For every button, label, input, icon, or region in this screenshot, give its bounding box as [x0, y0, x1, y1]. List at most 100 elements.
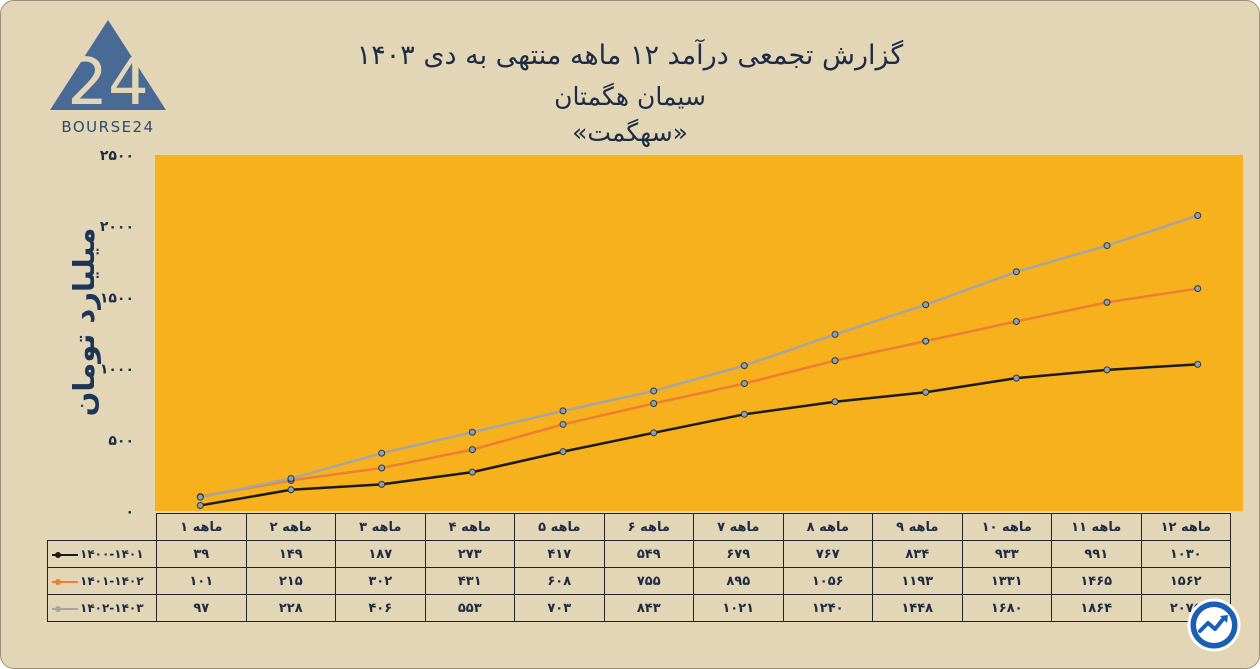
data-table: ۱ ماهه ۲ ماهه ۳ ماهه ۴ ماهه ۵ ماهه ۶ ماهه ۷ ما… [47, 513, 1231, 622]
data-label: ۳۹ [156, 540, 247, 568]
data-label: ۸۹۵ [693, 567, 784, 595]
x-tick-label: ۸ ماهه [782, 513, 873, 541]
data-point [196, 493, 204, 501]
series-name: ۱۴۰۰-۱۴۰۱ [80, 547, 144, 561]
legend-entry: ۱۴۰۰-۱۴۰۱ [47, 540, 157, 568]
x-tick-label: ۴ ماهه [424, 513, 515, 541]
table-row: ۱۴۰۰-۱۴۰۱ ۳۹ ۱۴۹ ۱۸۷ ۲۷۳ ۴۱۷ ۵۴۹ ۶۷۹ ۷۶۷ ۸۳۴ ۹۳۳ ۹۹… [47, 540, 1231, 568]
data-label: ۱۸۶۴ [1051, 594, 1142, 622]
data-label: ۱۰۳۰ [1140, 540, 1231, 568]
series-line-1 [200, 287, 1198, 498]
data-point [378, 464, 386, 472]
data-label: ۹۹۱ [1051, 540, 1142, 568]
data-point [1194, 285, 1202, 293]
x-tick-label: ۷ ماهه [693, 513, 784, 541]
series-name: ۱۴۰۱-۱۴۰۲ [80, 574, 144, 588]
logo-text: BOURSE24 [61, 118, 155, 136]
x-tick-label: ۹ ماهه [872, 513, 963, 541]
data-point [650, 429, 658, 437]
series-lines [196, 212, 1202, 509]
data-label: ۸۳۴ [872, 540, 963, 568]
data-label: ۶۷۹ [693, 540, 784, 568]
chart-subtitle-company: سیمان هگمتان [554, 82, 706, 111]
data-label: ۱۵۶۲ [1140, 567, 1231, 595]
data-label: ۲۷۳ [424, 540, 515, 568]
data-point [196, 501, 204, 509]
data-point [831, 357, 839, 365]
data-label: ۴۳۱ [424, 567, 515, 595]
data-label: ۱۳۳۱ [961, 567, 1052, 595]
data-label: ۱۰۵۶ [782, 567, 873, 595]
data-label: ۱۸۷ [335, 540, 426, 568]
data-label: ۴۰۶ [335, 594, 426, 622]
data-point [559, 420, 567, 428]
data-point [1012, 317, 1020, 325]
y-axis-ticks: ۰ ۵۰۰ ۱۰۰۰ ۱۵۰۰ ۲۰۰۰ ۲۵۰۰ [100, 148, 134, 520]
legend-key-icon [52, 604, 78, 614]
data-point [1103, 242, 1111, 250]
series-line-2 [200, 214, 1199, 499]
data-label: ۹۳۳ [961, 540, 1052, 568]
data-label: ۱۴۹ [245, 540, 336, 568]
legend-key-icon [52, 577, 78, 587]
data-label: ۸۴۳ [603, 594, 694, 622]
data-point [468, 446, 476, 454]
data-label: ۷۵۵ [603, 567, 694, 595]
data-label: ۵۴۹ [603, 540, 694, 568]
data-point [1194, 360, 1202, 368]
table-row: ۱۴۰۲-۱۴۰۳ ۹۷ ۲۲۸ ۴۰۶ ۵۵۳ ۷۰۳ ۸۴۳ ۱۰۲۱ ۱۲۴۰ ۱۴۴۸ ۱۶… [47, 594, 1231, 622]
data-label: ۲۱۵ [245, 567, 336, 595]
data-label: ۱۰۲۱ [693, 594, 784, 622]
x-tick-label: ۵ ماهه [514, 513, 605, 541]
data-label: ۷۶۷ [782, 540, 873, 568]
y-tick-label: ۵۰۰ [108, 433, 134, 449]
table-corner [47, 513, 157, 541]
data-point [378, 480, 386, 488]
bourse24-logo: 24 [50, 20, 166, 120]
data-point [1012, 268, 1020, 276]
data-label: ۶۰۸ [514, 567, 605, 595]
data-label: ۵۵۳ [424, 594, 515, 622]
x-tick-label: ۶ ماهه [603, 513, 694, 541]
data-label: ۳۰۲ [335, 567, 426, 595]
x-tick-label: ۲ ماهه [245, 513, 336, 541]
data-point [287, 486, 295, 494]
y-tick-label: ۱۵۰۰ [100, 290, 134, 306]
y-tick-label: ۰ [125, 504, 134, 520]
data-point [559, 407, 567, 415]
data-label: ۱۶۸۰ [961, 594, 1052, 622]
trend-chart-badge-icon [1187, 598, 1241, 652]
data-point [740, 380, 748, 388]
data-label: ۱۰۱ [156, 567, 247, 595]
y-tick-label: ۲۵۰۰ [100, 148, 134, 164]
data-point [740, 410, 748, 418]
plot-area [155, 155, 1243, 511]
data-point [831, 330, 839, 338]
data-point [650, 399, 658, 407]
data-point [1194, 212, 1202, 220]
data-label: ۴۱۷ [514, 540, 605, 568]
data-point [1012, 374, 1020, 382]
data-label: ۱۴۴۸ [872, 594, 963, 622]
x-tick-label: ۱۱ ماهه [1051, 513, 1142, 541]
data-point [1103, 298, 1111, 306]
x-tick-label: ۱۰ ماهه [961, 513, 1052, 541]
legend-key-icon [52, 550, 78, 560]
data-label: ۹۷ [156, 594, 247, 622]
data-point [468, 468, 476, 476]
legend-entry: ۱۴۰۲-۱۴۰۳ [47, 594, 157, 622]
data-label: ۱۱۹۳ [872, 567, 963, 595]
x-tick-label: ۳ ماهه [335, 513, 426, 541]
x-tick-label: ۱۲ ماهه [1140, 513, 1231, 541]
logo-mark: 24 [67, 46, 148, 120]
data-point [559, 448, 567, 456]
data-point [378, 449, 386, 457]
chart-title: گزارش تجمعی درآمد ۱۲ ماهه منتهی به دی ۱۴… [356, 40, 904, 71]
y-tick-label: ۱۰۰۰ [100, 362, 134, 378]
data-label: ۲۲۸ [245, 594, 336, 622]
x-tick-label: ۱ ماهه [156, 513, 247, 541]
data-point [468, 428, 476, 436]
series-line-0 [200, 363, 1198, 507]
data-point [831, 398, 839, 406]
